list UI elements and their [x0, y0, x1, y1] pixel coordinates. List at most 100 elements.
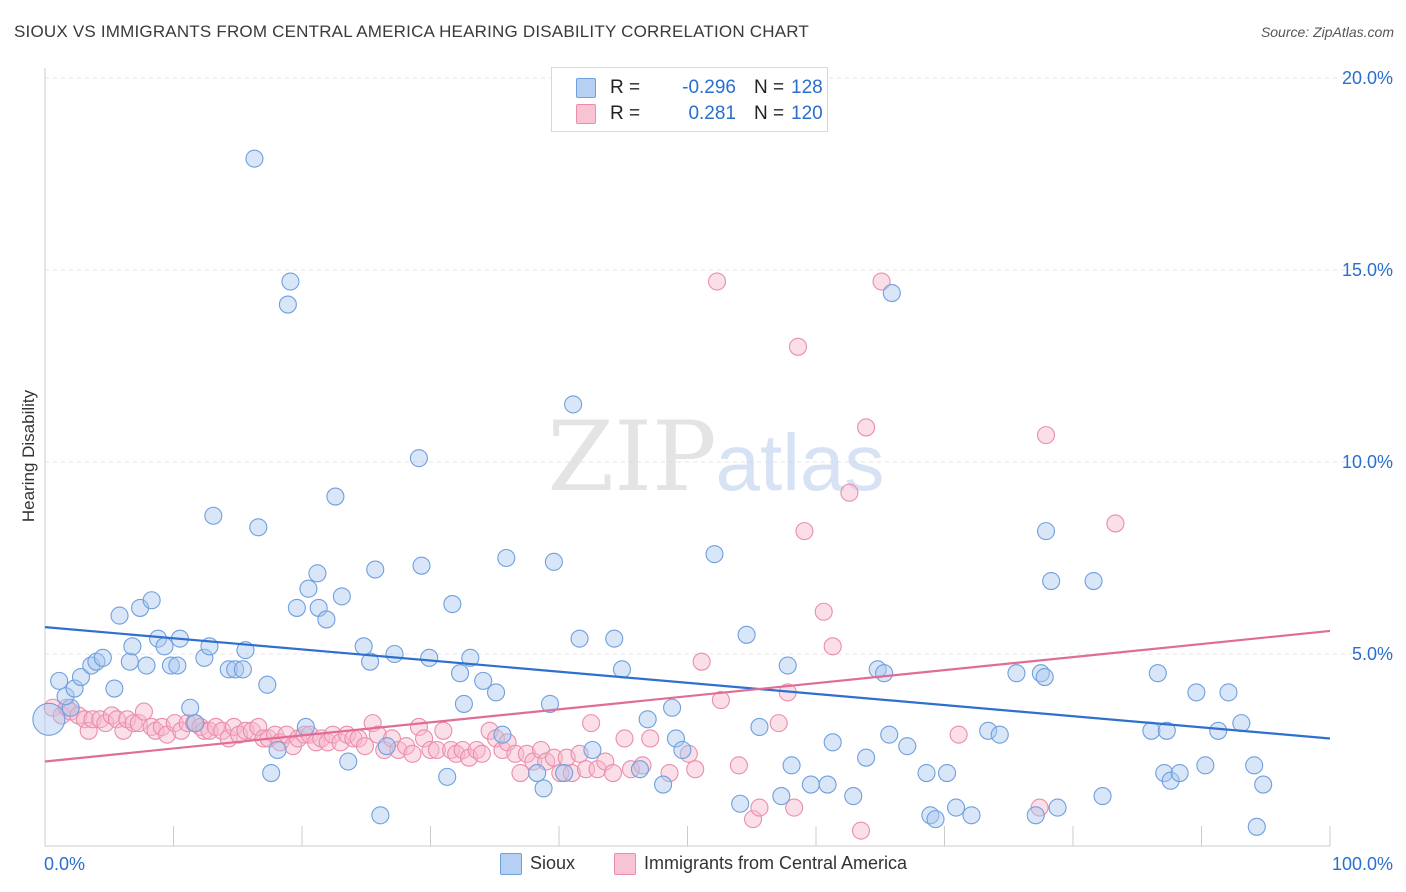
- point-immigrants: [134, 702, 153, 721]
- point-sioux: [750, 717, 769, 737]
- point-sioux: [120, 652, 139, 671]
- point-sioux: [882, 283, 901, 303]
- point-sioux: [186, 714, 205, 733]
- point-immigrants: [165, 714, 184, 733]
- point-immigrants: [857, 418, 876, 437]
- legend: R = -0.296 N = 128 R = 0.281 N = 120: [551, 67, 828, 132]
- point-sioux: [262, 763, 281, 783]
- point-immigrants: [743, 810, 763, 829]
- source-label: Source: ZipAtlas.com: [1260, 24, 1394, 40]
- point-sioux: [308, 564, 327, 583]
- point-sioux: [361, 652, 380, 671]
- point-sioux: [110, 606, 129, 625]
- point-sioux: [917, 763, 936, 783]
- point-immigrants: [96, 714, 115, 733]
- point-sioux: [412, 556, 431, 575]
- point-sioux: [1093, 787, 1112, 806]
- point-immigrants: [769, 714, 788, 733]
- point-immigrants: [788, 337, 808, 356]
- point-sioux: [1042, 571, 1061, 591]
- point-sioux: [1209, 721, 1228, 740]
- point-sioux: [544, 552, 563, 571]
- point-sioux: [979, 721, 998, 740]
- point-sioux: [454, 694, 473, 713]
- bottom-legend-swatch-sioux: [500, 853, 522, 875]
- point-sioux: [654, 775, 673, 794]
- point-immigrants: [750, 798, 769, 817]
- point-sioux: [93, 648, 112, 667]
- legend-r-label: R =: [610, 77, 641, 98]
- point-sioux: [1084, 571, 1103, 591]
- y-tick-label: 5.0%: [1352, 644, 1393, 664]
- point-sioux: [1245, 756, 1264, 775]
- legend-n-value: 128: [791, 77, 823, 98]
- point-sioux: [898, 737, 917, 756]
- point-sioux: [71, 667, 91, 687]
- point-immigrants: [75, 710, 94, 729]
- point-immigrants: [795, 522, 814, 541]
- point-immigrants: [397, 737, 416, 756]
- point-immigrants: [708, 272, 727, 291]
- point-immigrants: [588, 760, 607, 779]
- x-tick-label: 0.0%: [44, 854, 85, 874]
- point-immigrants: [660, 763, 679, 783]
- point-sioux: [258, 675, 277, 694]
- point-immigrants: [1036, 426, 1056, 445]
- point-sioux: [612, 660, 632, 679]
- point-sioux: [65, 679, 84, 698]
- legend-r-label: R =: [610, 103, 641, 124]
- point-sioux: [673, 740, 692, 760]
- point-sioux: [534, 779, 553, 798]
- point-immigrants: [124, 714, 143, 733]
- point-sioux: [451, 664, 470, 683]
- point-sioux: [287, 598, 306, 617]
- x-tick-label: 100.0%: [1332, 854, 1393, 874]
- point-immigrants: [686, 760, 705, 779]
- point-sioux: [497, 548, 516, 568]
- point-sioux: [377, 737, 396, 756]
- point-immigrants: [711, 691, 730, 710]
- point-sioux: [142, 591, 161, 610]
- point-immigrants: [415, 729, 434, 748]
- point-sioux: [168, 656, 187, 675]
- point-sioux: [1232, 714, 1251, 733]
- point-sioux: [50, 671, 69, 690]
- point-immigrants: [107, 710, 127, 729]
- point-sioux: [420, 648, 439, 667]
- point-sioux: [326, 487, 345, 506]
- point-sioux: [161, 656, 180, 675]
- point-immigrants: [277, 725, 296, 744]
- point-sioux: [1219, 683, 1238, 702]
- point-sioux: [296, 717, 315, 737]
- point-sioux: [1035, 667, 1054, 687]
- point-immigrants: [427, 740, 446, 760]
- point-immigrants: [355, 737, 375, 756]
- point-immigrants: [641, 729, 660, 748]
- point-sioux: [354, 637, 373, 656]
- point-sioux: [570, 629, 589, 648]
- point-sioux: [938, 763, 957, 783]
- point-sioux: [638, 710, 657, 729]
- point-sioux: [778, 656, 797, 675]
- y-tick-label: 10.0%: [1342, 452, 1393, 472]
- point-immigrants: [872, 272, 891, 291]
- point-sioux: [278, 295, 297, 314]
- point-sioux: [1155, 763, 1174, 783]
- point-sioux: [1254, 775, 1273, 794]
- bottom-legend-label-immigrants: Immigrants from Central America: [644, 853, 908, 873]
- point-immigrants: [582, 714, 601, 733]
- point-immigrants: [403, 744, 422, 763]
- point-sioux: [245, 149, 264, 168]
- y-axis-label: Hearing Disability: [19, 389, 38, 522]
- point-immigrants: [785, 798, 804, 817]
- point-immigrants: [603, 763, 623, 783]
- point-sioux: [555, 763, 574, 783]
- point-sioux: [61, 698, 80, 717]
- point-sioux: [195, 648, 214, 667]
- point-sioux: [528, 763, 547, 783]
- legend-r-value: 0.281: [688, 103, 736, 124]
- point-sioux: [137, 656, 156, 675]
- point-sioux: [332, 587, 351, 606]
- point-sioux: [583, 740, 602, 760]
